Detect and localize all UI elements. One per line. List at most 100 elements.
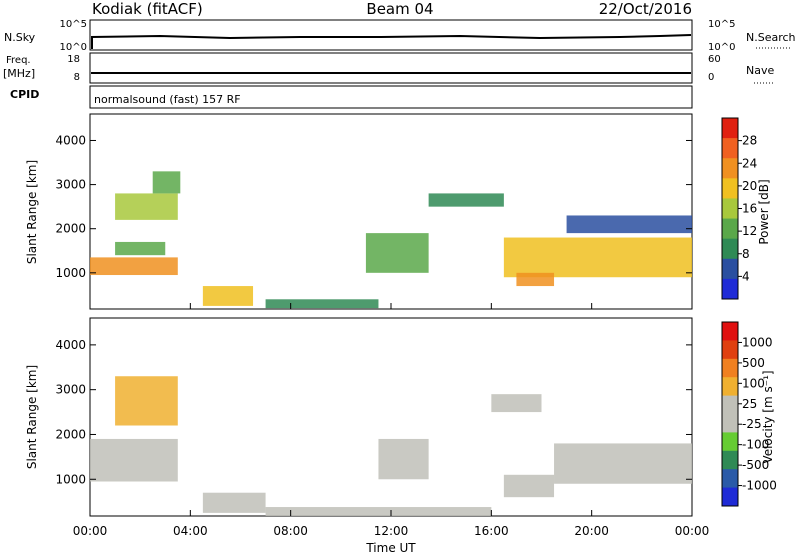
colorbar-tick-label: 16 bbox=[742, 202, 757, 216]
data-region bbox=[202, 286, 254, 306]
ytick-label: 4000 bbox=[55, 133, 86, 147]
colorbar-tick-label: -1000 bbox=[742, 479, 777, 493]
xtick-label: 12:00 bbox=[374, 524, 409, 538]
colorbar-segment bbox=[722, 198, 738, 220]
colorbar-segment bbox=[722, 395, 738, 415]
data-region bbox=[378, 438, 429, 480]
data-region bbox=[365, 233, 429, 273]
nsky-tick-bottom: 10^0 bbox=[60, 42, 87, 53]
colorbar-segment bbox=[722, 138, 738, 159]
velocity-colorbar-label: Velocity [m s⁻¹] bbox=[761, 370, 775, 463]
data-region bbox=[115, 241, 166, 256]
nsearch-tick-top: 10^5 bbox=[708, 19, 735, 30]
ytick-label: 1000 bbox=[55, 266, 86, 280]
data-region bbox=[90, 257, 178, 276]
colorbar-tick-label: -500 bbox=[742, 458, 769, 472]
nsky-trace bbox=[90, 34, 692, 40]
colorbar-segment bbox=[722, 258, 738, 280]
nsky-label: N.Sky bbox=[4, 31, 36, 44]
colorbar-segment bbox=[722, 218, 738, 240]
xtick-label: 04:00 bbox=[173, 524, 208, 538]
colorbar-tick-label: 24 bbox=[742, 156, 757, 170]
ytick-label: 2000 bbox=[55, 222, 86, 236]
colorbar-tick-label: 25 bbox=[742, 397, 757, 411]
velocity-plot-area bbox=[89, 317, 693, 517]
power-colorbar-label: Power [dB] bbox=[757, 179, 771, 244]
velocity-colorbar: 1000 500 100 25 -25 -100 -500 -1000 bbox=[721, 321, 777, 507]
data-region bbox=[428, 193, 504, 207]
velocity-frame bbox=[89, 317, 693, 517]
power-ylabel: Slant Range [km] bbox=[25, 160, 39, 264]
nsearch-tick-bottom: 10^0 bbox=[708, 42, 735, 53]
colorbar-segment bbox=[722, 358, 738, 378]
xtick-label: 00:00 bbox=[73, 524, 108, 538]
nsearch-label: N.Search bbox=[746, 31, 796, 44]
time-axis: 00:00 04:00 08:00 12:00 16:00 20:00 00:00 bbox=[73, 303, 709, 538]
velocity-ylabel: Slant Range [km] bbox=[25, 365, 39, 469]
velocity-data-layer bbox=[90, 376, 692, 516]
cpid-label: CPID bbox=[10, 88, 39, 101]
ytick-label: 4000 bbox=[55, 338, 86, 352]
freq-strip bbox=[89, 52, 693, 84]
freq-unit: [MHz] bbox=[3, 67, 35, 80]
ytick-label: 1000 bbox=[55, 472, 86, 486]
colorbar-tick-label: 8 bbox=[742, 247, 750, 261]
power-data-layer bbox=[90, 171, 692, 309]
date-title: 22/Oct/2016 bbox=[599, 0, 692, 18]
colorbar-tick-label: 28 bbox=[742, 134, 757, 148]
data-region bbox=[516, 272, 555, 287]
power-yaxis: 4000 3000 2000 1000 bbox=[55, 133, 692, 280]
power-colorbar: 28 24 20 16 12 8 4 bbox=[721, 117, 757, 300]
nave-tick-top: 60 bbox=[708, 54, 721, 65]
colorbar-segment bbox=[722, 487, 738, 507]
data-region bbox=[115, 376, 178, 426]
data-region bbox=[265, 299, 379, 309]
colorbar-tick-label: 1000 bbox=[742, 335, 773, 349]
power-plot-area bbox=[89, 113, 693, 310]
colorbar-tick-label: 12 bbox=[742, 224, 757, 238]
colorbar-segment bbox=[722, 118, 738, 139]
xtick-label: 20:00 bbox=[574, 524, 609, 538]
data-region bbox=[90, 438, 178, 482]
colorbar-segment bbox=[722, 432, 738, 452]
xtick-label: 08:00 bbox=[273, 524, 308, 538]
data-region bbox=[554, 443, 692, 484]
ytick-label: 2000 bbox=[55, 427, 86, 441]
nsky-tick-top: 10^5 bbox=[60, 19, 87, 30]
beam-title: Beam 04 bbox=[366, 0, 433, 18]
data-region bbox=[152, 171, 181, 194]
colorbar-tick-label: -100 bbox=[742, 438, 769, 452]
colorbar-segment bbox=[722, 450, 738, 470]
data-region bbox=[265, 507, 492, 516]
data-region bbox=[503, 474, 555, 498]
colorbar-segment bbox=[722, 238, 738, 260]
time-axis-label: Time UT bbox=[365, 541, 416, 554]
colorbar-segment bbox=[722, 469, 738, 489]
colorbar-segment bbox=[722, 278, 738, 300]
colorbar-segment bbox=[722, 322, 738, 341]
xtick-label: 16:00 bbox=[474, 524, 509, 538]
nave-tick-bottom: 0 bbox=[708, 72, 714, 83]
colorbar-tick-label: 4 bbox=[742, 269, 750, 283]
data-region bbox=[115, 193, 178, 220]
ytick-label: 3000 bbox=[55, 383, 86, 397]
cpid-strip bbox=[89, 85, 693, 109]
colorbar-tick-label: 500 bbox=[742, 356, 765, 370]
data-region bbox=[202, 492, 266, 513]
colorbar-segment bbox=[722, 414, 738, 433]
colorbar-tick-label: 100 bbox=[742, 376, 765, 390]
colorbar-segment bbox=[722, 340, 738, 360]
colorbar-segment bbox=[722, 377, 738, 397]
colorbar-segment bbox=[722, 158, 738, 179]
ytick-label: 3000 bbox=[55, 178, 86, 192]
station-title: Kodiak (fitACF) bbox=[92, 0, 203, 18]
freq-label: Freq. bbox=[6, 55, 31, 66]
colorbar-segment bbox=[722, 178, 738, 199]
colorbar-tick-label: 20 bbox=[742, 179, 757, 193]
data-region bbox=[491, 394, 542, 413]
freq-tick-bottom: 8 bbox=[74, 72, 80, 83]
nsky-strip bbox=[89, 19, 693, 51]
data-region bbox=[503, 237, 692, 278]
data-region bbox=[566, 215, 692, 234]
